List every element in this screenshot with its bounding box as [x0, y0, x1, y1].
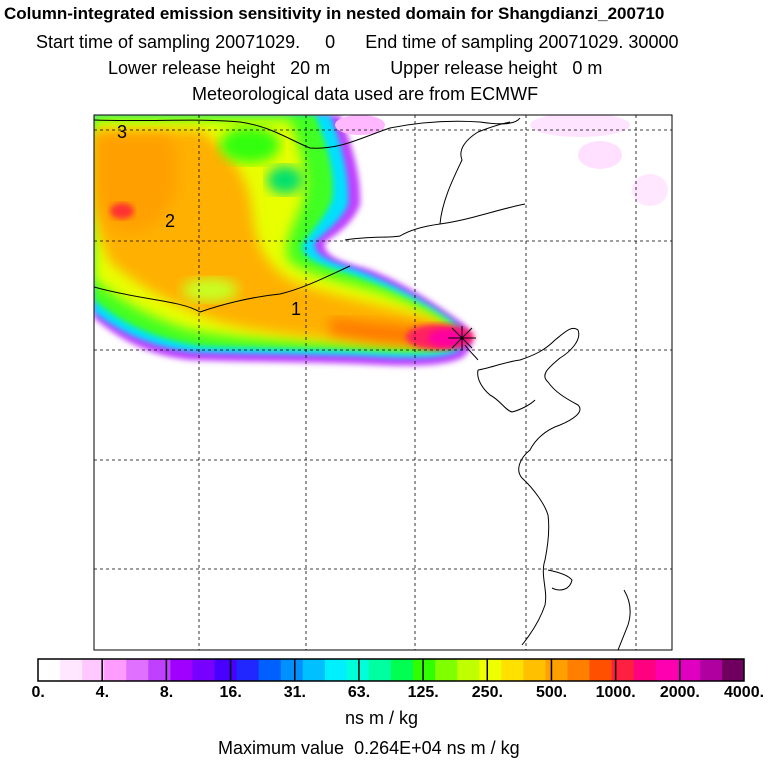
colorbar-tick-label: 1000.: [596, 684, 636, 702]
colorbar-swatch: [523, 659, 546, 681]
faint-patch: [632, 174, 668, 206]
max-value-label: Maximum value: [218, 738, 344, 758]
colorbar-swatch: [60, 659, 83, 681]
colorbar-swatch: [700, 659, 723, 681]
day-label-1: 1: [291, 299, 301, 319]
colorbar-swatch: [435, 659, 458, 681]
island-coast: [548, 570, 572, 590]
colorbar-swatch: [126, 659, 149, 681]
colorbar-swatch: [104, 659, 127, 681]
colorbar-swatch: [170, 659, 193, 681]
hotspot-day2: [110, 203, 134, 219]
colorbar-swatch: [281, 659, 304, 681]
colorbar-units: ns m / kg: [345, 708, 418, 729]
colorbar-tick-label: 31.: [284, 684, 306, 702]
colorbar-swatch: [545, 659, 568, 681]
faint-patch: [578, 141, 622, 169]
colorbar-swatch: [678, 659, 701, 681]
colorbar-swatch: [656, 659, 679, 681]
colorbar: [38, 659, 745, 681]
colorbar-swatch: [634, 659, 657, 681]
max-value: 0.264E+04: [354, 738, 442, 758]
coastline: [440, 122, 510, 224]
colorbar-tick-label: 63.: [348, 684, 370, 702]
colorbar-swatch: [237, 659, 260, 681]
green-patch: [267, 166, 303, 194]
colorbar-swatch: [148, 659, 171, 681]
colorbar-swatch: [457, 659, 480, 681]
emission-sensitivity-map: 1 2 3: [0, 0, 768, 768]
colorbar-swatch: [259, 659, 282, 681]
colorbar-swatch: [722, 659, 745, 681]
colorbar-swatch: [192, 659, 215, 681]
max-value-units: ns m / kg: [447, 738, 520, 758]
island-coast: [618, 590, 630, 650]
colorbar-swatch: [590, 659, 613, 681]
green-patch: [182, 278, 238, 302]
sensitivity-field: [94, 113, 668, 366]
colorbar-swatch: [215, 659, 238, 681]
day-label-3: 3: [117, 122, 127, 142]
colorbar-swatch: [82, 659, 105, 681]
colorbar-tick-label: 0.: [32, 684, 45, 702]
colorbar-tick-label: 2000.: [660, 684, 700, 702]
colorbar-swatch: [568, 659, 591, 681]
maximum-value-line: Maximum value 0.264E+04 ns m / kg: [218, 738, 520, 759]
colorbar-tick-label: 8.: [160, 684, 173, 702]
colorbar-tick-label: 16.: [220, 684, 242, 702]
colorbar-swatch: [501, 659, 524, 681]
colorbar-swatch: [369, 659, 392, 681]
colorbar-swatch: [38, 659, 61, 681]
colorbar-tick-label: 500.: [536, 684, 567, 702]
colorbar-swatch: [325, 659, 348, 681]
peninsula-coast: [478, 328, 580, 645]
colorbar-tick-label: 125.: [408, 684, 439, 702]
colorbar-swatch: [303, 659, 326, 681]
day-label-2: 2: [165, 211, 175, 231]
colorbar-tick-label: 4.: [96, 684, 109, 702]
coastline: [345, 204, 525, 240]
faint-patch: [530, 113, 630, 137]
green-patch: [220, 127, 280, 163]
colorbar-swatch: [413, 659, 436, 681]
colorbar-swatch: [479, 659, 502, 681]
colorbar-tick-label: 250.: [472, 684, 503, 702]
colorbar-swatch: [391, 659, 414, 681]
colorbar-tick-label: 4000.: [724, 684, 764, 702]
peninsula-coast: [478, 370, 535, 412]
